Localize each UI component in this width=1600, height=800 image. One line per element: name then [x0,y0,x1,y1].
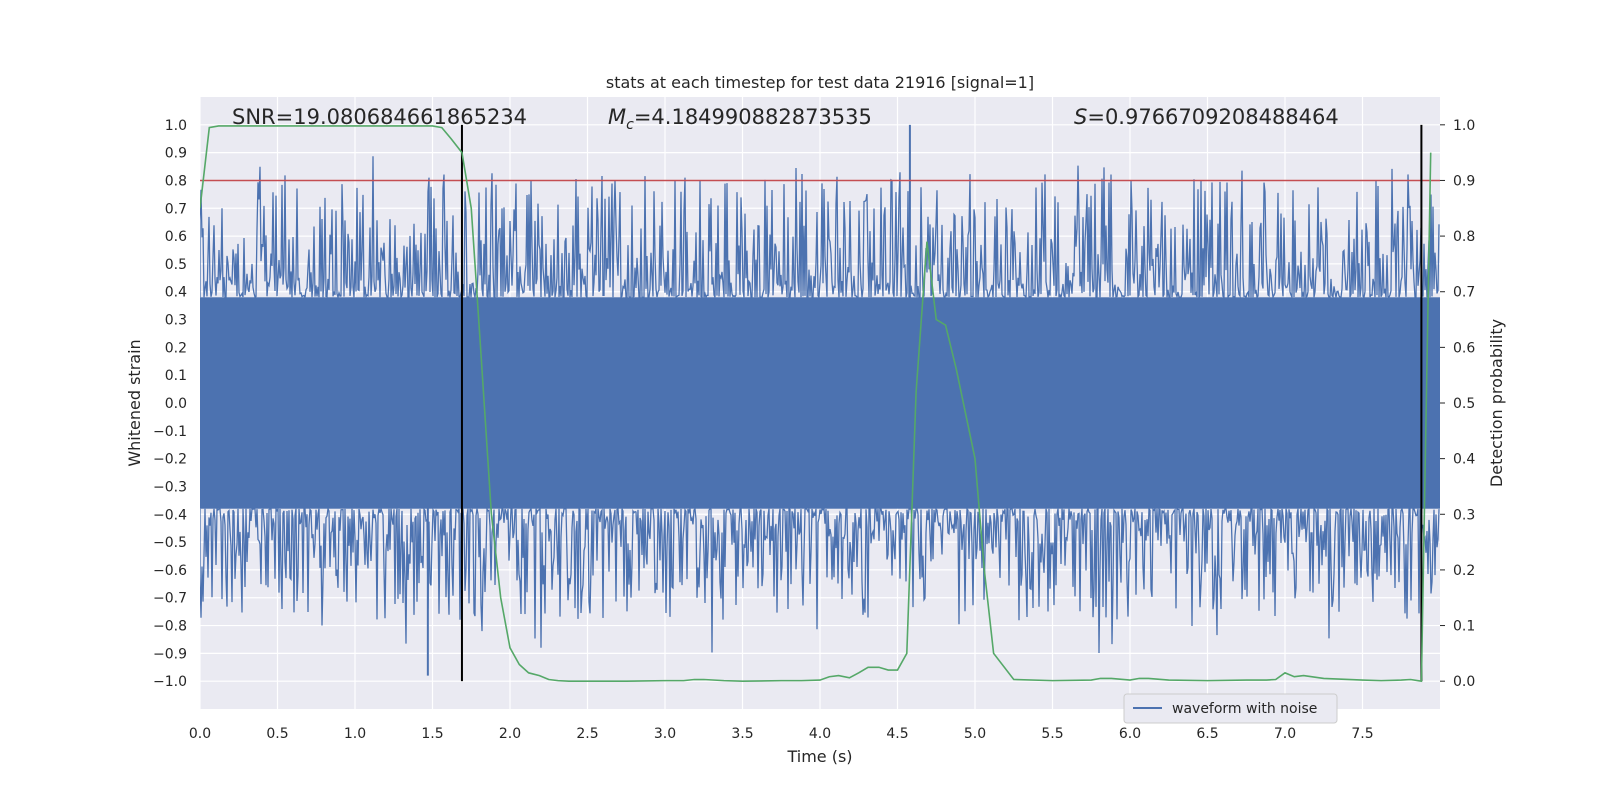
legend: waveform with noise [1124,694,1337,723]
y-tick-label: −0.7 [153,591,187,607]
y-right-axis-label: Detection probability [1487,319,1506,487]
y-tick-label: −0.8 [153,619,187,635]
waveform-band [200,297,1440,508]
x-tick-label: 2.0 [499,726,521,742]
y-tick-label: 0.7 [165,201,187,217]
s-symbol: S [1074,105,1087,129]
y-right-tick-label: 0.8 [1453,229,1475,245]
x-tick-label: 4.5 [886,726,908,742]
y-tick-label: −0.2 [153,452,187,468]
chirp-mass-symbol: M [608,105,626,129]
y-tick-label: −0.4 [153,507,187,523]
x-tick-label: 5.0 [964,726,986,742]
y-axis-ticks: 1.0 0.9 0.8 0.7 0.6 0.5 0.4 0.3 0.2 0.1 0.0 −0.1 −0.… [153,118,187,690]
snr-annotation: SNR=19.080684661865234 [232,105,527,129]
chart-canvas: 0.0 0.5 1.0 1.5 2.0 2.5 3.0 3.5 4.0 4.5 5.0 5.5 6.0 6… [0,0,1600,800]
x-tick-label: 7.5 [1351,726,1373,742]
s-value: =0.9766709208488464 [1087,105,1338,129]
x-tick-label: 6.0 [1119,726,1141,742]
y-tick-label: 0.2 [165,340,187,356]
y-tick-label: 0.1 [165,368,187,384]
y-tick-label: 0.8 [165,173,187,189]
y-tick-label: 0.9 [165,146,187,162]
x-axis-ticks: 0.0 0.5 1.0 1.5 2.0 2.5 3.0 3.5 4.0 4.5 5.0 5.5 6.0 6… [189,726,1374,742]
x-tick-label: 3.5 [731,726,753,742]
x-tick-label: 0.5 [266,726,288,742]
chart-title: stats at each timestep for test data 219… [606,73,1034,92]
x-tick-label: 3.0 [654,726,676,742]
y-tick-label: 0.4 [165,285,187,301]
y-right-tick-label: 0.4 [1453,452,1475,468]
y-tick-label: 0.5 [165,257,187,273]
y-right-tick-label: 0.9 [1453,173,1475,189]
y-tick-label: 1.0 [165,118,187,134]
y-right-tick-label: 1.0 [1453,118,1475,134]
y-tick-label: −0.6 [153,563,187,579]
y-right-tick-label: 0.1 [1453,619,1475,635]
x-tick-label: 7.0 [1274,726,1296,742]
y-tick-label: 0.0 [165,396,187,412]
y-tick-label: 0.6 [165,229,187,245]
x-tick-label: 1.0 [344,726,366,742]
x-axis-label: Time (s) [786,747,852,766]
y-tick-label: −1.0 [153,674,187,690]
y-right-tick-label: 0.5 [1453,396,1475,412]
y-right-tick-label: 0.6 [1453,340,1475,356]
chirp-mass-value: =4.184990882873535 [634,105,872,129]
y-tick-label: −0.1 [153,424,187,440]
y-right-tick-label: 0.7 [1453,285,1475,301]
x-tick-label: 5.5 [1041,726,1063,742]
y-right-tick-label: 0.3 [1453,507,1475,523]
x-tick-label: 6.5 [1196,726,1218,742]
y-axis-label: Whitened strain [125,339,144,466]
x-tick-label: 4.0 [809,726,831,742]
s-annotation: S=0.9766709208488464 [1074,105,1339,129]
legend-label: waveform with noise [1172,701,1317,717]
y-right-axis-ticks: 1.0 0.9 0.8 0.7 0.6 0.5 0.4 0.3 0.2 0.1 0.0 [1440,118,1475,690]
x-tick-label: 2.5 [576,726,598,742]
chirp-mass-annotation: Mc=4.184990882873535 [608,105,872,133]
y-right-tick-label: 0.0 [1453,674,1475,690]
x-tick-label: 0.0 [189,726,211,742]
y-tick-label: −0.3 [153,479,187,495]
y-right-tick-label: 0.2 [1453,563,1475,579]
y-tick-label: −0.5 [153,535,187,551]
x-tick-label: 1.5 [421,726,443,742]
y-tick-label: 0.3 [165,313,187,329]
y-tick-label: −0.9 [153,646,187,662]
